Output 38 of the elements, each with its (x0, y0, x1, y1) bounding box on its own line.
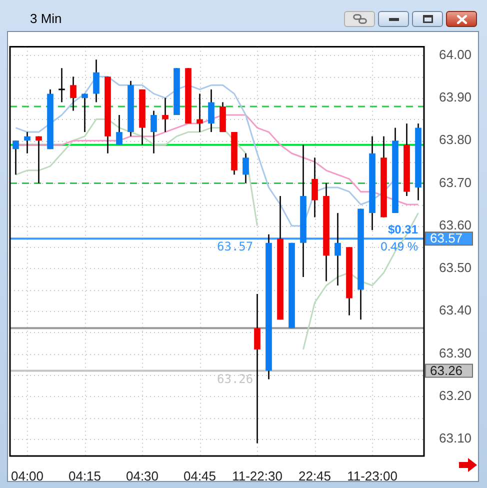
ref-line-label: 63.57 (217, 240, 254, 254)
x-tick-label: 04:45 (183, 468, 216, 484)
y-tick-label: 63.50 (439, 260, 472, 276)
ref-line-label: 63.26 (217, 372, 254, 386)
candlestick (334, 212, 341, 286)
text: 63.57 (430, 230, 463, 246)
candlestick (208, 88, 214, 133)
candlestick (150, 110, 157, 154)
x-tick-label: 11-22:30 (232, 468, 282, 484)
y-tick-label: 63.20 (439, 388, 472, 403)
candlestick (24, 131, 30, 154)
y-tick-label: 63.90 (439, 90, 472, 105)
x-tick-label: 11-23:00 (347, 468, 398, 484)
candlestick (242, 152, 249, 184)
y-tick-label: 63.10 (439, 430, 472, 446)
y-tick-label: 63.40 (439, 302, 472, 318)
x-tick-label: 22:45 (298, 468, 332, 484)
y-tick-label: 63.30 (439, 345, 472, 360)
candlestick (116, 114, 122, 146)
chart-title: 3 Min (30, 11, 62, 26)
candlestick (312, 156, 318, 218)
y-tick-label: 63.70 (439, 174, 472, 190)
candlestick (70, 76, 76, 112)
y-tick-label: 63.80 (439, 132, 472, 148)
annotation: $0.31 (388, 222, 418, 236)
candlestick (93, 58, 100, 103)
y-tick-label: 63.60 (439, 217, 472, 232)
y-tick-label: 64.00 (439, 46, 472, 62)
candlestick (162, 97, 168, 133)
text: 63.26 (430, 362, 463, 378)
candlestick (12, 140, 19, 176)
candlestick (36, 136, 42, 184)
x-tick-label: 04:15 (68, 468, 102, 484)
annotation: 0.49 % (380, 239, 418, 254)
candlestick (82, 93, 88, 133)
x-tick-label: 04:00 (10, 468, 44, 484)
candlestick (196, 93, 203, 133)
x-tick-label: 04:30 (126, 468, 159, 484)
